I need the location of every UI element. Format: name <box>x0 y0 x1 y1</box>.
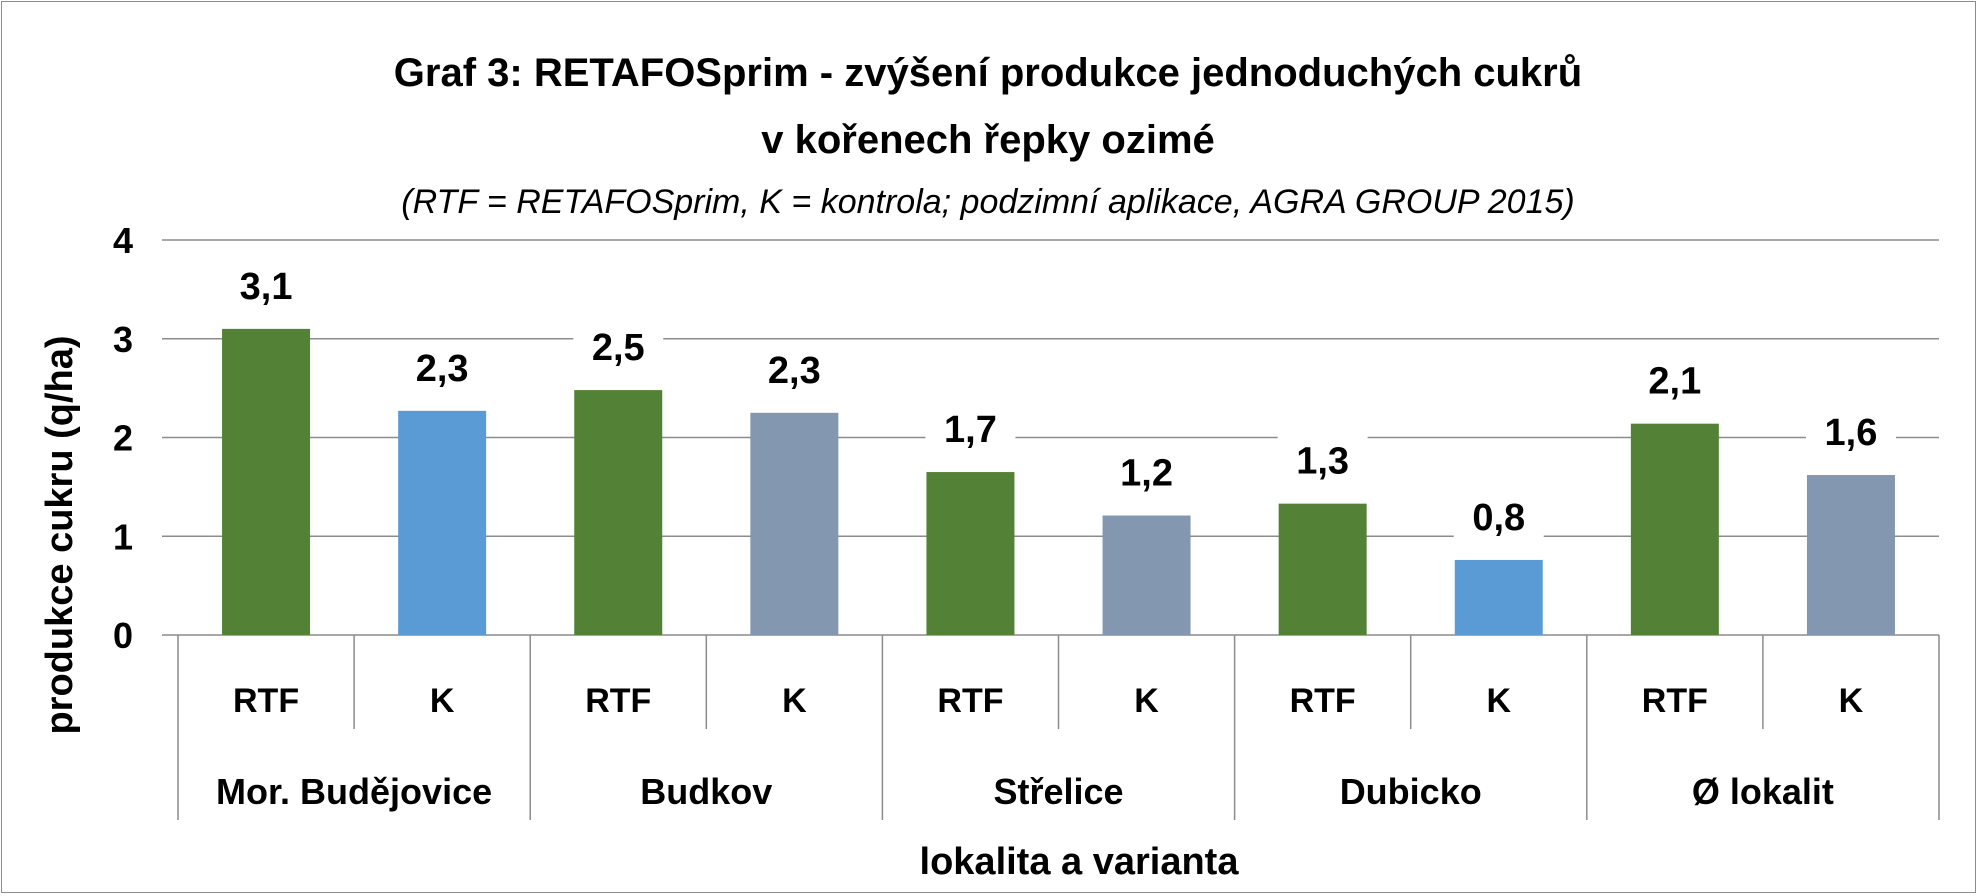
data-label: 2,5 <box>592 327 645 369</box>
bar <box>750 412 839 635</box>
data-label: 2,3 <box>768 350 821 392</box>
chart-title-line-2: v kořenech řepky ozimé <box>761 118 1215 162</box>
bar <box>1630 423 1719 635</box>
data-labels: 3,1 2,3 2,5 2,3 1,7 1,2 1,3 0,8 2,1 1,6 <box>221 260 1896 540</box>
x-group-label: Mor. Budějovice <box>216 771 492 812</box>
x-category-label: RTF <box>585 682 651 720</box>
y-axis-label: produkce cukru (q/ha) <box>39 335 81 734</box>
x-category-label: K <box>1486 682 1511 720</box>
y-tick-label: 1 <box>113 516 133 557</box>
data-label-background <box>1101 447 1192 496</box>
data-label: 2,1 <box>1648 361 1701 403</box>
data-label-background <box>1629 355 1720 404</box>
data-label-background <box>397 342 488 391</box>
x-category-label: RTF <box>233 682 299 720</box>
x-axis-label: lokalita a varianta <box>920 841 1240 883</box>
data-label: 1,3 <box>1296 441 1349 483</box>
y-tick-label: 2 <box>113 418 133 459</box>
bar <box>1278 503 1367 635</box>
bar <box>926 472 1015 635</box>
x-category-label: K <box>430 682 455 720</box>
x-group-label: Dubicko <box>1340 771 1482 812</box>
data-label: 0,8 <box>1472 497 1525 539</box>
y-tick-label: 4 <box>113 220 133 261</box>
chart-subtitle: (RTF = RETAFOSprim, K = kontrola; podzim… <box>401 183 1574 221</box>
data-label-background <box>925 404 1016 453</box>
y-axis-ticks: 0 1 2 3 4 <box>113 220 133 656</box>
data-label: 1,7 <box>944 409 997 451</box>
x-axis: RTF K RTF K RTF K RTF K RTF K Mor. Budějovice Budko… <box>177 635 1940 820</box>
x-category-label: K <box>1134 682 1159 720</box>
x-group-label: Ø lokalit <box>1692 771 1834 812</box>
y-tick-label: 0 <box>113 615 133 656</box>
x-group-label: Střelice <box>993 771 1123 812</box>
x-category-label: K <box>1839 682 1864 720</box>
bar <box>1454 559 1543 635</box>
bars <box>222 328 1895 635</box>
chart-title-line-1: Graf 3: RETAFOSprim - zvýšení produkce j… <box>394 51 1582 95</box>
data-label: 1,6 <box>1825 412 1878 454</box>
data-label: 1,2 <box>1120 453 1173 495</box>
bar <box>222 328 311 635</box>
data-label-background <box>221 260 312 309</box>
bar <box>1102 515 1191 635</box>
data-label-background <box>1453 491 1544 540</box>
data-label-background <box>1277 435 1368 484</box>
x-group-label: Budkov <box>640 771 772 812</box>
x-category-label: RTF <box>1290 682 1356 720</box>
data-label: 2,3 <box>416 348 469 390</box>
data-label-background <box>1805 407 1896 456</box>
data-label-background <box>749 344 840 393</box>
x-category-label: RTF <box>1642 682 1708 720</box>
bar <box>1806 475 1895 635</box>
data-label: 3,1 <box>240 266 293 308</box>
x-category-label: RTF <box>937 682 1003 720</box>
data-label-background <box>573 322 664 371</box>
bar <box>574 390 663 635</box>
y-tick-label: 3 <box>113 319 133 360</box>
bar <box>398 410 487 635</box>
x-category-label: K <box>782 682 807 720</box>
